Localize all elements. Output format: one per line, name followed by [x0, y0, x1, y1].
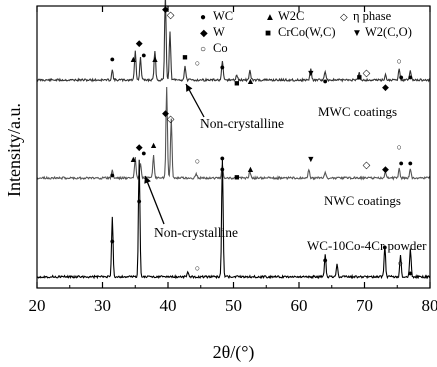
peak-marker: ◇: [363, 160, 371, 171]
peak-marker: ◆: [162, 4, 169, 14]
x-axis-title: 2θ/(°): [213, 342, 255, 363]
legend-label: W: [213, 25, 225, 39]
legend-symbol: ●: [200, 12, 206, 23]
legend-label: WC: [213, 9, 233, 23]
x-tick-label: 30: [94, 296, 111, 315]
peak-marker: ●: [382, 242, 387, 252]
peak-marker: ▼: [306, 68, 315, 78]
peak-marker: ○: [396, 142, 401, 152]
peak-marker: ◇: [363, 68, 371, 79]
peak-marker: ●: [110, 236, 115, 246]
legend: ● WC ▲ W2C ◇ η phase ◆ W ■ CrCo(W,C) ▼ W2(C,O) ○ Co: [200, 9, 412, 55]
peak-marker: ●: [408, 158, 413, 168]
series-line-2: [36, 86, 431, 181]
peak-marker: ■: [234, 78, 239, 88]
peak-marker: ●: [110, 54, 115, 64]
peak-marker: ▲: [246, 76, 255, 86]
peak-marker: ▲: [246, 164, 255, 174]
legend-symbol: ◇: [340, 12, 348, 23]
peak-marker: ▼: [306, 154, 315, 164]
peak-marker: ○: [195, 156, 200, 166]
legend-label: CrCo(W,C): [278, 25, 336, 39]
series-line-1: [36, 0, 431, 83]
x-tick-label: 40: [160, 296, 177, 315]
x-tick-label: 20: [29, 296, 46, 315]
x-axis: 20 30 40 50 60 70 80: [29, 6, 437, 315]
peak-marker: ●: [141, 50, 146, 60]
peak-marker: ◆: [382, 82, 389, 92]
series-layer: [36, 0, 431, 280]
series-line-3: [36, 158, 431, 280]
peak-marker: ●: [220, 153, 225, 163]
legend-label: Co: [213, 41, 228, 55]
peak-marker: ◆: [382, 164, 389, 174]
series-label-1: MWC coatings: [318, 104, 397, 119]
peak-marker: ○: [398, 258, 403, 268]
marker-layer: ● ▲◆● ▲◆◇■○ ●■ ▲▼● ■ ◇◆○● ●MWC coatings●▲◆●▲◆◇○…: [110, 4, 428, 278]
peak-marker: ◆: [162, 108, 169, 118]
legend-symbol: ■: [265, 28, 271, 39]
x-tick-label: 80: [422, 296, 437, 315]
peak-marker: ◇: [167, 114, 175, 125]
series-label-3: WC-10Co-4Cr powder: [307, 238, 427, 253]
peak-marker: ■: [357, 72, 362, 82]
y-axis-title: Intensity/a.u.: [4, 103, 24, 197]
annotation-layer: Non-crystalline Non-crystalline: [144, 83, 284, 240]
peak-marker: ●: [220, 164, 225, 174]
peak-marker: ●: [322, 255, 327, 265]
annotation-arrowhead: [186, 84, 193, 92]
peak-marker: ●: [136, 196, 141, 206]
x-tick-label: 50: [225, 296, 242, 315]
legend-label: W2(C,O): [365, 25, 412, 39]
peak-marker: ●: [322, 76, 327, 86]
peak-marker: ●: [110, 170, 115, 180]
peak-marker: ◇: [167, 10, 175, 21]
legend-label: W2C: [278, 9, 304, 23]
peak-marker: ○: [195, 263, 200, 273]
peak-marker: ◆: [136, 38, 143, 48]
legend-label: η phase: [353, 9, 392, 23]
annotation-arrowhead: [144, 176, 151, 184]
peak-marker: ●: [408, 72, 413, 82]
peak-marker: ●: [398, 158, 403, 168]
peak-marker: ●: [398, 72, 403, 82]
peak-marker: ▲: [129, 154, 138, 164]
peak-marker: ○: [195, 58, 200, 68]
peak-marker: ■: [182, 52, 187, 62]
peak-marker: ▲: [149, 140, 158, 150]
annotation-label: Non-crystalline: [154, 225, 238, 240]
annotation-label: Non-crystalline: [200, 116, 284, 131]
peak-marker: ▲: [129, 54, 138, 64]
legend-symbol: ◆: [200, 28, 208, 39]
x-tick-label: 60: [291, 296, 308, 315]
peak-marker: ■: [234, 172, 239, 182]
series-label-2: NWC coatings: [324, 193, 401, 208]
x-tick-label: 70: [356, 296, 373, 315]
legend-symbol: ▼: [352, 28, 362, 39]
peak-marker: ●: [220, 62, 225, 72]
peak-marker: ○: [396, 56, 401, 66]
legend-symbol: ○: [200, 44, 206, 55]
peak-marker: ●: [141, 148, 146, 158]
peak-marker: ◆: [136, 142, 143, 152]
peak-marker: ▲: [150, 54, 159, 64]
peak-marker: ●: [408, 268, 413, 278]
legend-symbol: ▲: [265, 12, 275, 23]
annotation-arrow: [144, 175, 165, 225]
